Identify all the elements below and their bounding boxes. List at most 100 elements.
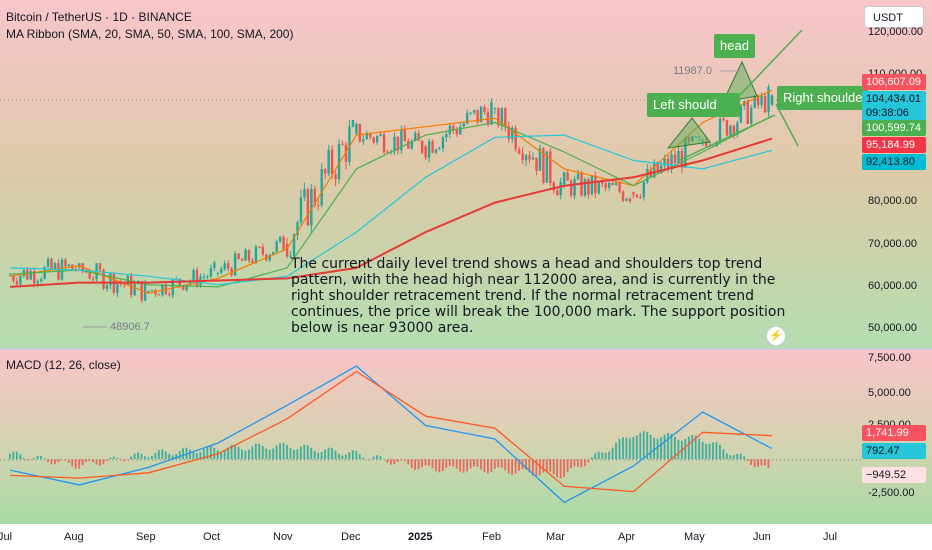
- candle-body: [459, 126, 462, 135]
- candle-body: [251, 260, 254, 263]
- histogram-bar: [577, 459, 579, 467]
- histogram-bar: [431, 459, 434, 469]
- histogram-bar: [642, 431, 645, 460]
- histogram-bar: [618, 438, 621, 460]
- histogram-bar: [764, 459, 766, 466]
- histogram-bar: [126, 459, 129, 460]
- price-tag-last: 104,434.01: [862, 91, 926, 107]
- candle-body: [441, 137, 445, 149]
- histogram-bar: [469, 459, 472, 469]
- histogram-bar: [71, 459, 74, 467]
- histogram-bar: [171, 455, 174, 460]
- histogram-bar: [459, 459, 462, 472]
- candle-body: [608, 182, 611, 188]
- left-shoulder-label[interactable]: Left should: [647, 93, 740, 117]
- candle-body: [133, 283, 136, 296]
- candle-body: [556, 190, 559, 196]
- candle-body: [698, 136, 701, 138]
- histogram-bar: [601, 452, 604, 460]
- candle-body: [666, 158, 670, 170]
- histogram-bar: [362, 457, 365, 460]
- lightning-icon[interactable]: ⚡: [766, 326, 786, 346]
- candle-body: [653, 161, 656, 178]
- candle-body: [659, 165, 663, 173]
- candle-body: [725, 120, 729, 136]
- time-label: Apr: [618, 531, 636, 543]
- trend-line-lower[interactable]: [679, 114, 776, 161]
- histogram-bar: [209, 445, 212, 460]
- right-shoulder-leg[interactable]: [775, 103, 799, 147]
- histogram-bar: [379, 456, 382, 460]
- histogram-bar: [282, 442, 285, 460]
- pattern-drawing[interactable]: [83, 29, 803, 328]
- macd-histogram-layer: [9, 431, 770, 479]
- histogram-bar: [286, 444, 288, 460]
- candle-body: [601, 181, 604, 184]
- candle-body: [341, 143, 344, 145]
- histogram-bar: [254, 444, 257, 460]
- analysis-note[interactable]: The current daily level trend shows a he…: [291, 256, 786, 336]
- histogram-bar: [486, 459, 489, 474]
- histogram-bar: [528, 459, 531, 473]
- indicator-legend[interactable]: MA Ribbon (SMA, 20, SMA, 50, SMA, 100, S…: [6, 27, 294, 41]
- histogram-bar: [725, 453, 728, 460]
- candle-body: [386, 152, 389, 154]
- candle-body: [46, 258, 50, 267]
- histogram-bar: [421, 459, 423, 468]
- head-label[interactable]: head: [714, 34, 755, 58]
- macd-line: [9, 365, 773, 504]
- candle-body: [407, 141, 410, 149]
- right-shoulder-label[interactable]: Right shoulde: [777, 86, 868, 110]
- histogram-bar: [712, 442, 714, 460]
- currency-button[interactable]: USDT: [864, 6, 924, 28]
- histogram-bar: [47, 459, 49, 463]
- histogram-bar: [677, 439, 680, 460]
- candle-body: [50, 258, 53, 270]
- histogram-bar: [57, 459, 60, 463]
- candle-body: [206, 276, 209, 278]
- time-label: Jul: [0, 531, 13, 543]
- histogram-bar: [674, 436, 676, 460]
- candle-body: [691, 136, 694, 142]
- histogram-bar: [237, 446, 240, 460]
- histogram-bar: [33, 458, 36, 460]
- candle-body: [379, 134, 382, 137]
- candle-body: [240, 258, 244, 261]
- sma-100-line: [9, 134, 773, 286]
- candle-body: [476, 109, 479, 123]
- histogram-bar: [279, 443, 281, 460]
- histogram-bar: [351, 450, 354, 460]
- histogram-bar: [258, 443, 261, 460]
- head-triangle[interactable]: [722, 60, 758, 103]
- candle-body: [348, 126, 351, 162]
- time-label: Feb: [482, 531, 501, 543]
- histogram-bar: [251, 446, 254, 460]
- left-shoulder-triangle[interactable]: [666, 117, 711, 149]
- candle-body: [303, 189, 306, 198]
- candle-body: [147, 290, 150, 292]
- trend-line-upper[interactable]: [739, 29, 803, 96]
- histogram-bar: [95, 459, 98, 465]
- pane-separator[interactable]: [0, 348, 932, 350]
- candle-body: [656, 161, 659, 173]
- histogram-bar: [424, 459, 427, 466]
- histogram-bar: [694, 435, 697, 460]
- histogram-bar: [410, 459, 413, 468]
- candle-body: [504, 107, 507, 127]
- symbol-title[interactable]: Bitcoin / TetherUS · 1D · BINANCE: [6, 10, 192, 24]
- histogram-bar: [466, 459, 468, 472]
- candle-body: [98, 263, 102, 270]
- histogram-bar: [26, 459, 29, 461]
- macd-legend[interactable]: MACD (12, 26, close): [6, 358, 121, 372]
- histogram-bar: [220, 451, 223, 460]
- candle-body: [171, 279, 174, 296]
- candle-body: [105, 285, 109, 289]
- histogram-bar: [559, 459, 562, 479]
- candle-body: [760, 96, 763, 106]
- price-tick: 60,000.00: [868, 280, 917, 292]
- macd-tick: 7,500.00: [868, 352, 911, 364]
- time-label: Mar: [546, 531, 565, 543]
- candle-body: [375, 136, 379, 143]
